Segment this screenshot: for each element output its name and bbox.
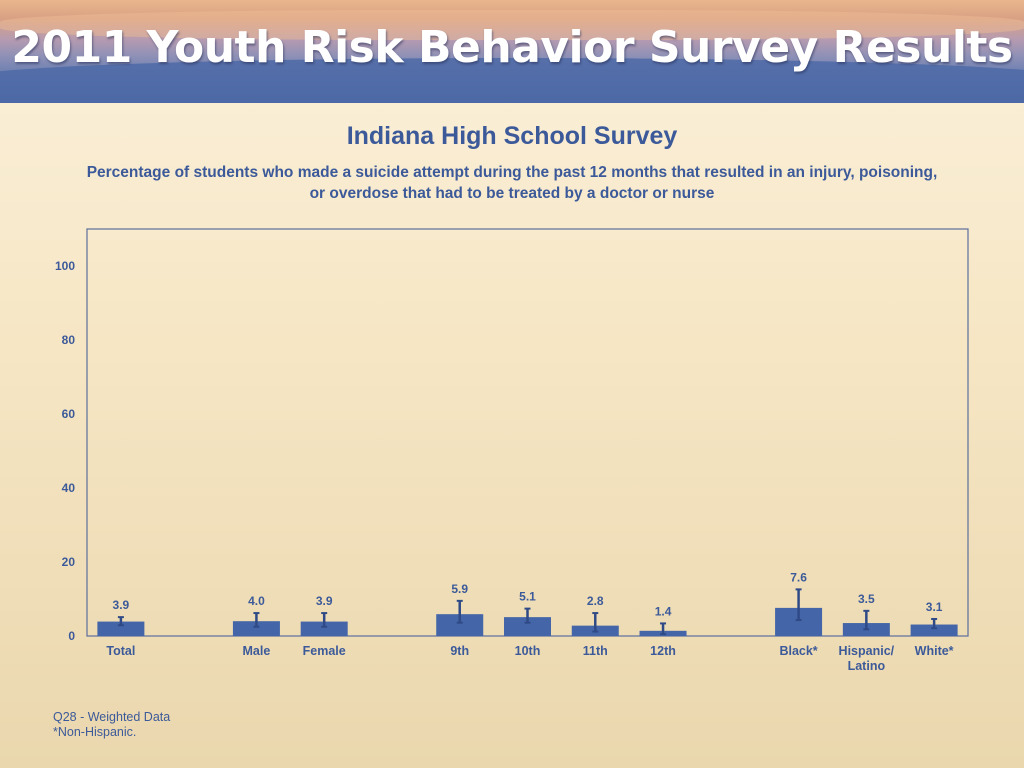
bar [436,614,484,636]
data-label: 3.1 [926,600,943,614]
bar [504,617,551,636]
y-tick-label: 0 [68,629,75,643]
footnotes: Q28 - Weighted Data *Non-Hispanic. [53,710,170,740]
chart-title: Indiana High School Survey [346,122,678,150]
banner-title: 2011 Youth Risk Behavior Survey Results [11,22,1013,73]
x-tick-label: 10th [515,644,541,658]
bar [232,621,280,636]
data-label: 3.5 [858,592,875,606]
x-tick-label: Male [243,644,271,658]
y-tick-label: 100 [55,259,75,273]
data-label: 1.4 [655,604,672,618]
y-tick-label: 60 [62,407,76,421]
banner-decoration [0,10,1024,40]
bar [97,621,145,636]
data-label: 4.0 [248,594,265,608]
chart-subtitle: Percentage of students who made a suicid… [86,164,938,202]
data-label: 5.9 [451,582,468,596]
bar [910,624,958,636]
plot-frame [86,228,969,637]
data-label: 7.6 [790,570,807,584]
x-tick-label: 11th [583,644,608,658]
data-label: 3.9 [113,598,130,612]
x-tick-label: 12th [650,644,676,658]
x-tick-label: 9th [450,644,469,658]
x-tick-label: Total [106,644,135,658]
x-tick-label: Black* [779,644,817,658]
bar [300,621,348,636]
x-tick-label: Hispanic/Latino [839,644,895,673]
y-tick-label: 40 [62,481,76,495]
x-tick-label: Female [303,644,346,658]
y-tick-label: 20 [62,555,76,569]
data-label: 3.9 [316,594,333,608]
data-label: 2.8 [587,594,604,608]
banner-decoration [0,58,1024,103]
header-banner: 2011 Youth Risk Behavior Survey Results [0,0,1024,103]
y-tick-label: 80 [62,333,76,347]
data-label: 5.1 [519,590,536,604]
x-tick-label: White* [915,644,954,658]
footnote-weighted: Q28 - Weighted Data [53,710,171,724]
footnote-nonhispanic: *Non-Hispanic. [53,725,137,739]
